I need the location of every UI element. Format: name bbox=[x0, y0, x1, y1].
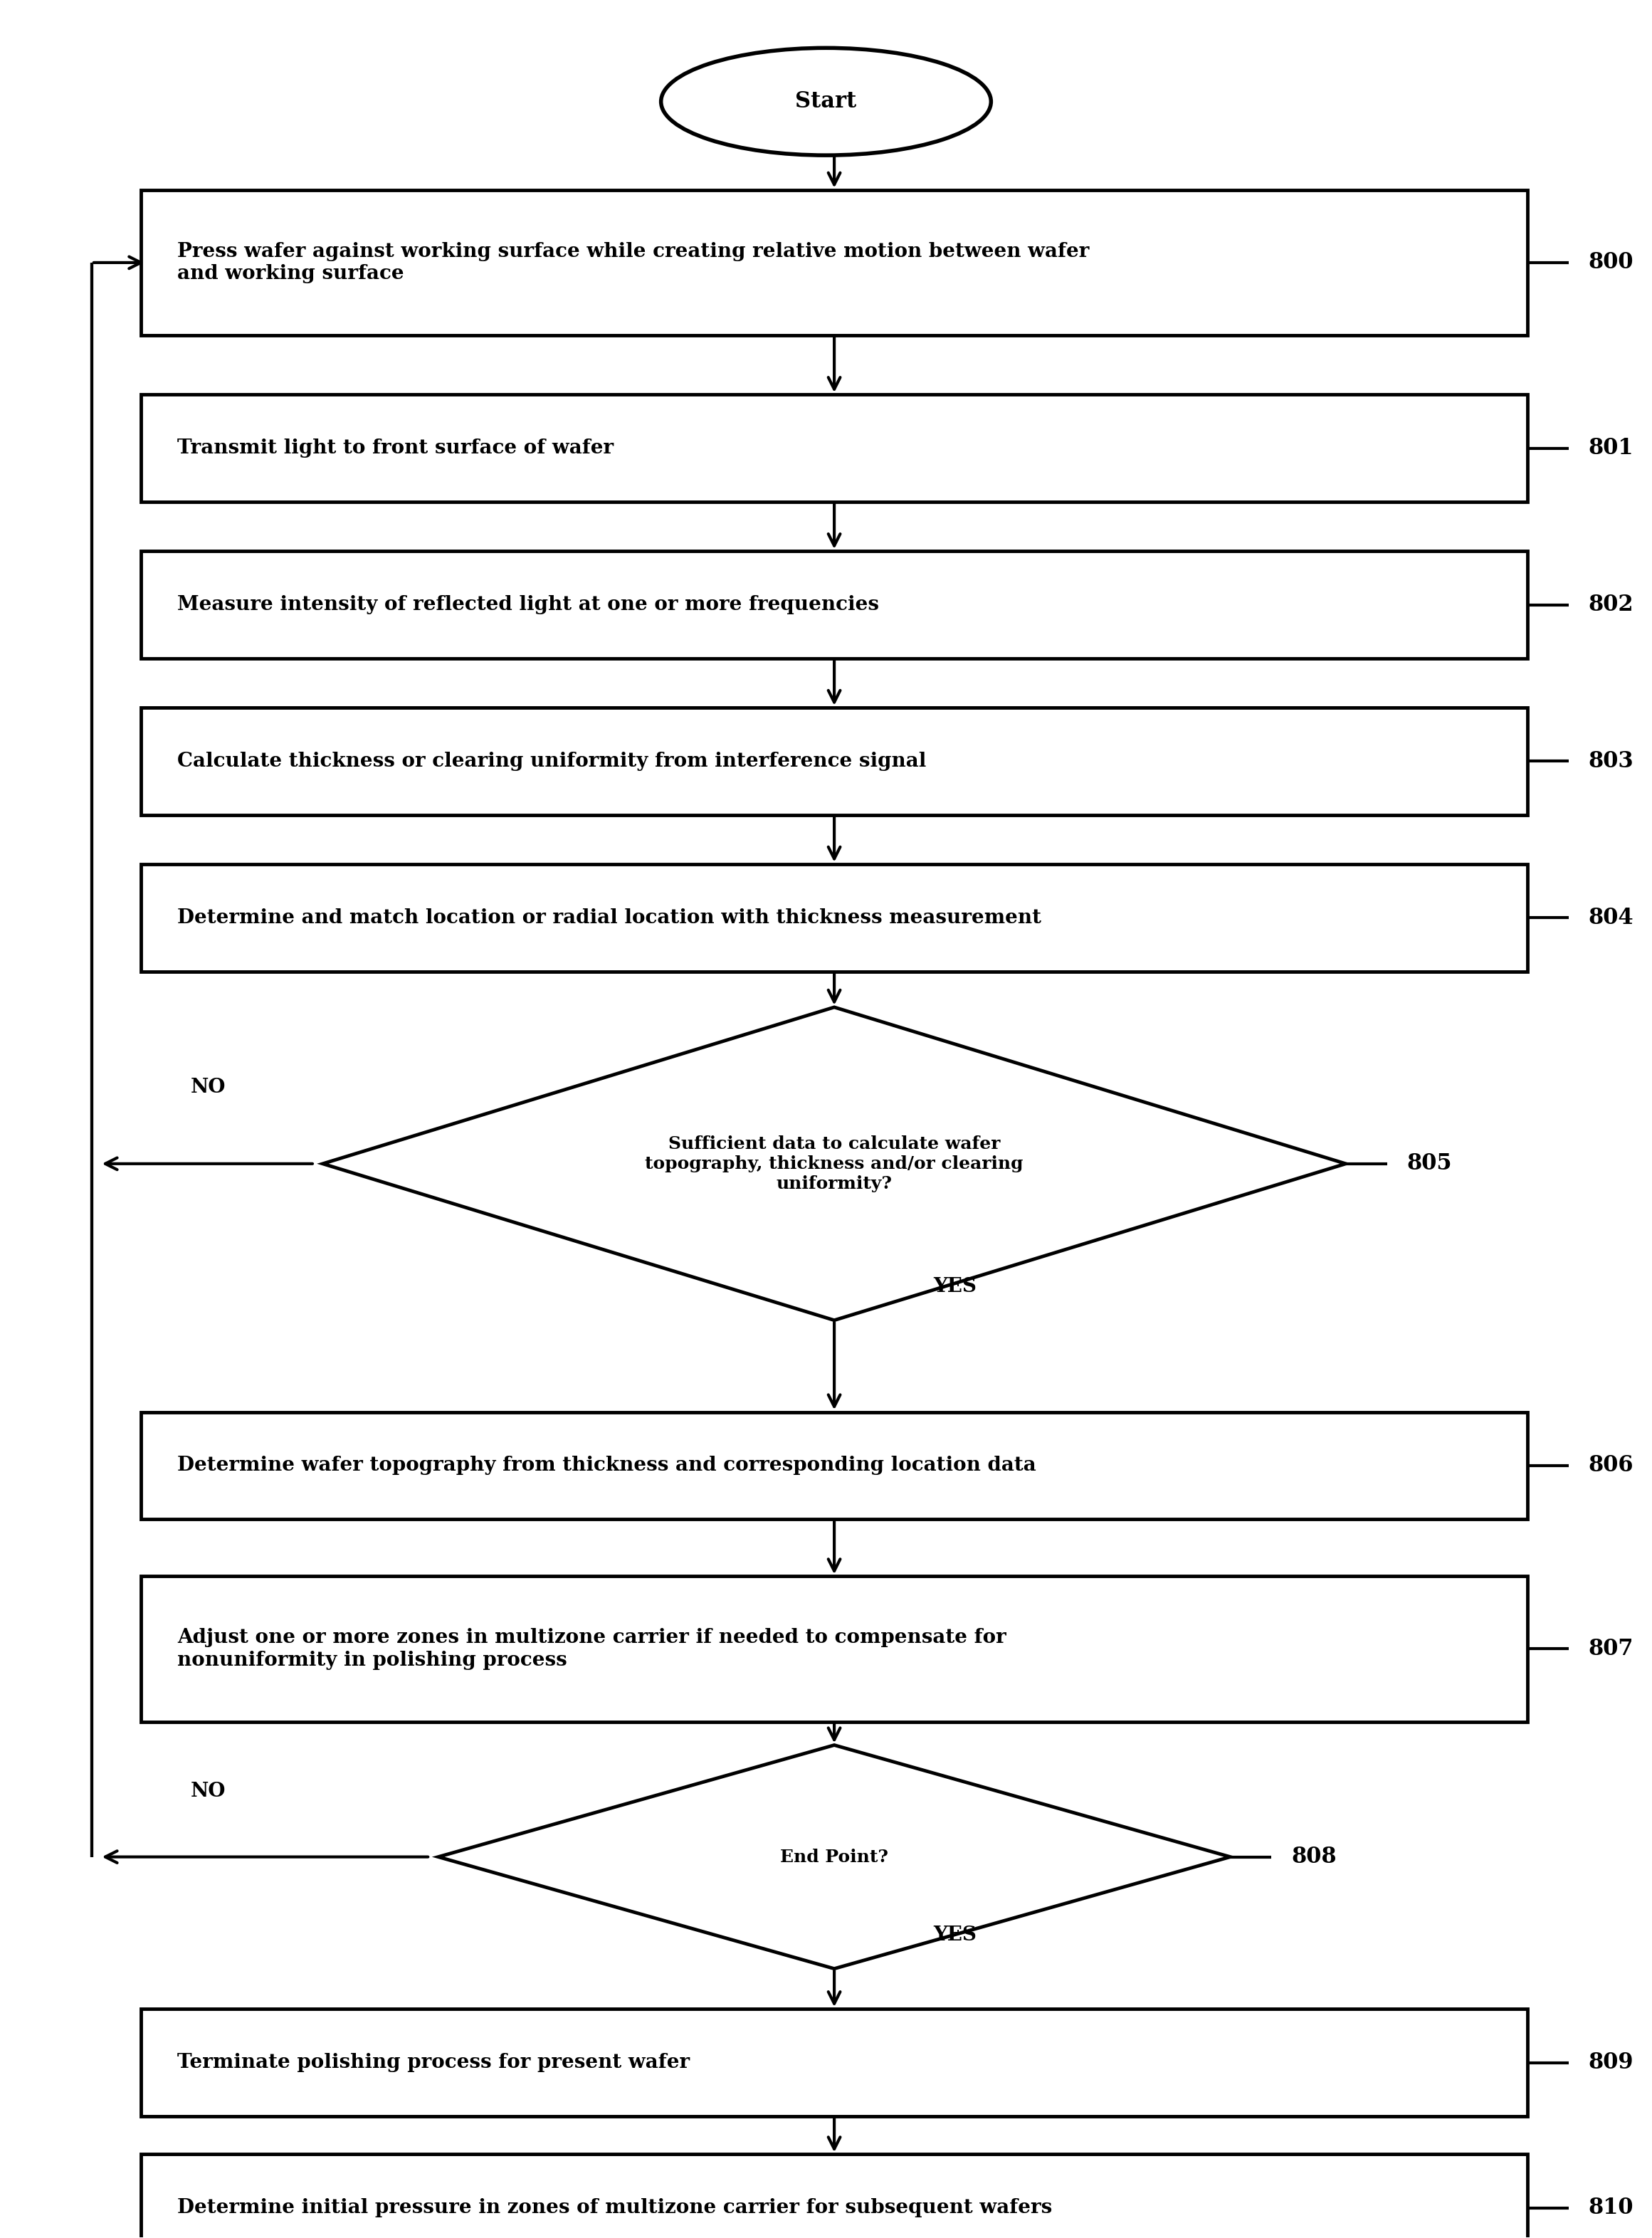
Text: 806: 806 bbox=[1588, 1455, 1634, 1477]
Polygon shape bbox=[322, 1007, 1346, 1320]
Text: End Point?: End Point? bbox=[780, 1849, 889, 1866]
Text: 808: 808 bbox=[1292, 1846, 1336, 1869]
FancyBboxPatch shape bbox=[140, 190, 1526, 336]
Text: Measure intensity of reflected light at one or more frequencies: Measure intensity of reflected light at … bbox=[177, 595, 879, 613]
Text: 801: 801 bbox=[1588, 436, 1634, 459]
FancyBboxPatch shape bbox=[140, 1576, 1526, 1721]
Text: 810: 810 bbox=[1588, 2198, 1634, 2218]
Text: 800: 800 bbox=[1588, 251, 1634, 273]
Text: Terminate polishing process for present wafer: Terminate polishing process for present … bbox=[177, 2052, 691, 2072]
Text: 804: 804 bbox=[1588, 906, 1634, 929]
FancyBboxPatch shape bbox=[140, 2155, 1526, 2238]
Text: Press wafer against working surface while creating relative motion between wafer: Press wafer against working surface whil… bbox=[177, 242, 1090, 284]
Text: NO: NO bbox=[190, 1076, 226, 1097]
FancyBboxPatch shape bbox=[140, 551, 1526, 658]
FancyBboxPatch shape bbox=[140, 2010, 1526, 2117]
FancyBboxPatch shape bbox=[140, 707, 1526, 815]
Text: Sufficient data to calculate wafer
topography, thickness and/or clearing
uniform: Sufficient data to calculate wafer topog… bbox=[644, 1135, 1023, 1193]
Text: YES: YES bbox=[933, 1925, 976, 1945]
FancyBboxPatch shape bbox=[140, 864, 1526, 971]
Text: 809: 809 bbox=[1588, 2052, 1634, 2075]
FancyBboxPatch shape bbox=[140, 394, 1526, 501]
Text: Determine and match location or radial location with thickness measurement: Determine and match location or radial l… bbox=[177, 909, 1042, 927]
FancyBboxPatch shape bbox=[140, 1412, 1526, 1520]
Text: 802: 802 bbox=[1588, 593, 1634, 615]
Text: 803: 803 bbox=[1588, 750, 1634, 772]
Text: 807: 807 bbox=[1588, 1638, 1634, 1661]
Text: Determine wafer topography from thickness and corresponding location data: Determine wafer topography from thicknes… bbox=[177, 1457, 1036, 1475]
Text: YES: YES bbox=[933, 1278, 976, 1296]
Text: 805: 805 bbox=[1408, 1153, 1452, 1175]
Text: NO: NO bbox=[190, 1781, 226, 1802]
Ellipse shape bbox=[661, 47, 991, 154]
Text: Calculate thickness or clearing uniformity from interference signal: Calculate thickness or clearing uniformi… bbox=[177, 752, 927, 770]
Text: Determine initial pressure in zones of multizone carrier for subsequent wafers: Determine initial pressure in zones of m… bbox=[177, 2198, 1052, 2218]
Text: Transmit light to front surface of wafer: Transmit light to front surface of wafer bbox=[177, 439, 615, 459]
Text: Start: Start bbox=[795, 90, 857, 112]
Polygon shape bbox=[438, 1746, 1231, 1969]
Text: Adjust one or more zones in multizone carrier if needed to compensate for
nonuni: Adjust one or more zones in multizone ca… bbox=[177, 1629, 1006, 1670]
